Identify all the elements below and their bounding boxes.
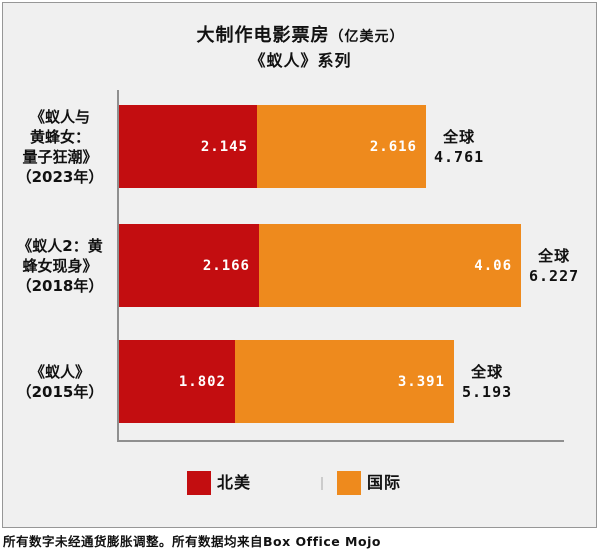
bar-segment-international: 4.06 [259, 224, 521, 307]
legend-swatch-international [337, 471, 361, 495]
global-total-word: 全球 [471, 362, 504, 381]
y-axis-line [117, 90, 119, 442]
category-label-line: 《蚁人》 [29, 362, 90, 381]
category-label: 《蚁人2：黄 蜂女现身》 （2018年） [8, 224, 112, 307]
category-label-line: 黄蜂女： [29, 127, 90, 146]
segment-value-label: 3.391 [397, 373, 445, 390]
chart-title-unit: （亿美元） [329, 29, 405, 45]
bar-row: 1.802 3.391 全球 5.193 [119, 340, 512, 423]
footnote: 所有数字未经通货膨胀调整。所有数据均来自Box Office Mojo [3, 534, 381, 549]
global-total-word: 全球 [538, 246, 571, 265]
global-total-value: 5.193 [462, 382, 513, 401]
segment-value-label: 4.06 [474, 257, 512, 274]
bar-segment-international: 2.616 [257, 105, 426, 188]
global-total-word: 全球 [443, 127, 476, 146]
global-total-label: 全球 5.193 [462, 362, 512, 402]
chart-title: 大制作电影票房（亿美元） [0, 21, 601, 47]
category-label-line: （2023年） [16, 167, 104, 186]
category-label-line: 量子狂潮》 [22, 147, 98, 166]
x-axis-line [117, 440, 564, 442]
category-label: 《蚁人》 （2015年） [8, 340, 112, 423]
segment-value-label: 2.166 [202, 257, 250, 274]
category-label-line: 蜂女现身》 [22, 256, 98, 275]
segment-value-label: 2.145 [200, 138, 248, 155]
category-label-line: 《蚁人2：黄 [17, 236, 103, 255]
global-total-label: 全球 6.227 [529, 246, 579, 286]
segment-value-label: 1.802 [178, 373, 226, 390]
bar-segment-international: 3.391 [235, 340, 454, 423]
global-total-label: 全球 4.761 [434, 127, 484, 167]
segment-value-label: 2.616 [369, 138, 417, 155]
category-label-line: （2018年） [16, 276, 104, 295]
bar-segment-north-america: 2.145 [119, 105, 257, 188]
bar-row: 2.145 2.616 全球 4.761 [119, 105, 484, 188]
bar-row: 2.166 4.06 全球 6.227 [119, 224, 579, 307]
legend-label-international: 国际 [367, 473, 402, 492]
bar-segment-north-america: 1.802 [119, 340, 235, 423]
chart-title-main: 大制作电影票房 [196, 25, 330, 46]
chart-subtitle: 《蚁人》系列 [249, 51, 352, 70]
legend-divider [321, 477, 323, 490]
legend-swatch-north-america [187, 471, 211, 495]
global-total-value: 6.227 [529, 266, 580, 285]
bar-segment-north-america: 2.166 [119, 224, 259, 307]
global-total-value: 4.761 [434, 147, 485, 166]
category-label-line: 《蚁人与 [29, 107, 90, 126]
category-label-line: （2015年） [16, 382, 104, 401]
legend-label-north-america: 北美 [217, 473, 252, 492]
category-label: 《蚁人与 黄蜂女： 量子狂潮》 （2023年） [8, 105, 112, 188]
